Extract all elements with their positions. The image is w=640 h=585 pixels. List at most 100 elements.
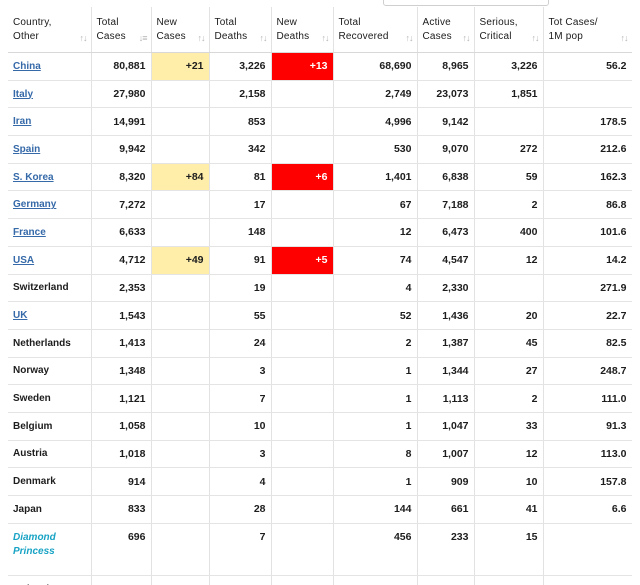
country-link[interactable]: Italy: [13, 88, 34, 100]
cases-per-million-cell: 56.2: [543, 52, 632, 81]
total-recovered-cell: 1: [333, 384, 418, 413]
table-row: Malaysia 566 42524917.5: [8, 575, 632, 585]
top-strip: [0, 0, 640, 6]
search-input[interactable]: [383, 0, 549, 6]
table-row: S. Korea 8,320 +84 81 +6 1,401 6,838 59 162.3: [8, 163, 632, 192]
cases-per-million-cell: 17.5: [543, 575, 632, 585]
sort-both-icon[interactable]: ↑↓: [259, 33, 268, 43]
new-deaths-cell: [271, 301, 334, 330]
total-deaths-cell: 81: [209, 163, 272, 192]
column-header-label: Total Deaths: [214, 16, 248, 42]
sort-descending-icon[interactable]: ↓≡: [138, 33, 148, 43]
column-header-label: New Cases: [156, 16, 186, 42]
new-cases-cell: +49: [151, 246, 210, 275]
total-deaths-column-header[interactable]: Total Deaths ↑↓: [209, 7, 272, 53]
country-cell: Switzerland: [8, 274, 92, 303]
total-cases-cell: 1,348: [91, 357, 152, 386]
total-deaths-cell: 7: [209, 384, 272, 413]
total-deaths-cell: 7: [209, 523, 272, 576]
total-deaths-cell: [209, 575, 272, 585]
column-header-label: Total Recovered: [338, 16, 389, 42]
total-deaths-cell: 10: [209, 412, 272, 441]
active-cases-cell: 909: [417, 467, 475, 496]
serious-critical-cell: 15: [474, 523, 544, 576]
country-link[interactable]: Spain: [13, 143, 41, 155]
country-link[interactable]: S. Korea: [13, 171, 54, 183]
sort-both-icon[interactable]: ↑↓: [79, 33, 88, 43]
country-cell: Iran: [8, 107, 92, 137]
country-link[interactable]: UK: [13, 310, 28, 322]
total-recovered-cell: 144: [333, 495, 418, 524]
cases-per-million-cell: 101.6: [543, 218, 632, 247]
country-name: Switzerland: [13, 282, 69, 294]
cases-per-million-cell: 111.0: [543, 384, 632, 413]
country-name: Sweden: [13, 393, 51, 405]
country-name: Norway: [13, 365, 50, 377]
country-cell: France: [8, 218, 92, 247]
country-link[interactable]: USA: [13, 254, 35, 266]
new-cases-cell: [151, 218, 210, 247]
new-cases-cell: [151, 357, 210, 386]
total-cases-cell: 6,633: [91, 218, 152, 247]
column-header-label: Tot Cases/ 1M pop: [548, 16, 598, 42]
country-link[interactable]: France: [13, 226, 46, 238]
serious-critical-column-header[interactable]: Serious, Critical ↑↓: [474, 7, 544, 53]
sort-both-icon[interactable]: ↑↓: [405, 33, 414, 43]
serious-critical-cell: 27: [474, 357, 544, 386]
cases-per-million-cell: 248.7: [543, 357, 632, 386]
total-recovered-cell: 1: [333, 467, 418, 496]
total-recovered-cell: 1: [333, 357, 418, 386]
total-deaths-cell: 19: [209, 274, 272, 303]
country-link[interactable]: Diamond Princess: [13, 531, 56, 557]
total-deaths-cell: 91: [209, 246, 272, 275]
cases-per-million-cell: [543, 523, 632, 576]
cases-per-million-column-header[interactable]: Tot Cases/ 1M pop ↑↓: [543, 7, 632, 53]
country-column-header[interactable]: Country, Other ↑↓: [8, 7, 92, 53]
total-recovered-column-header[interactable]: Total Recovered ↑↓: [333, 7, 418, 53]
country-link[interactable]: Germany: [13, 199, 57, 211]
serious-critical-cell: 400: [474, 218, 544, 247]
new-cases-column-header[interactable]: New Cases ↑↓: [151, 7, 210, 53]
new-cases-cell: [151, 329, 210, 358]
sort-both-icon[interactable]: ↑↓: [197, 33, 206, 43]
total-cases-cell: 1,543: [91, 301, 152, 330]
table-row: China 80,881 +21 3,226 +13 68,690 8,965 3,226 56…: [8, 52, 632, 81]
new-deaths-cell: +6: [271, 163, 334, 192]
cases-per-million-cell: 157.8: [543, 467, 632, 496]
total-deaths-cell: 3,226: [209, 52, 272, 81]
active-cases-column-header[interactable]: Active Cases ↑↓: [417, 7, 475, 53]
total-cases-column-header[interactable]: Total Cases ↓≡: [91, 7, 152, 53]
active-cases-cell: 1,344: [417, 357, 475, 386]
sort-both-icon[interactable]: ↑↓: [321, 33, 330, 43]
serious-critical-cell: 20: [474, 301, 544, 330]
total-cases-cell: 1,018: [91, 440, 152, 469]
column-header-label: New Deaths: [276, 16, 310, 42]
total-recovered-cell: 456: [333, 523, 418, 576]
country-name: Malaysia: [13, 584, 55, 585]
sort-both-icon[interactable]: ↑↓: [531, 33, 540, 43]
cases-per-million-cell: 86.8: [543, 190, 632, 220]
total-recovered-cell: 1,401: [333, 163, 418, 192]
sort-both-icon[interactable]: ↑↓: [620, 33, 629, 43]
total-cases-cell: 4,712: [91, 246, 152, 275]
column-header-label: Country, Other: [13, 16, 52, 42]
total-recovered-cell: 530: [333, 135, 418, 164]
active-cases-cell: 1,436: [417, 301, 475, 330]
country-cell: Diamond Princess: [8, 523, 92, 576]
country-link[interactable]: China: [13, 60, 41, 72]
country-cell: Netherlands: [8, 329, 92, 358]
country-cell: Japan: [8, 495, 92, 524]
total-recovered-cell: 8: [333, 440, 418, 469]
active-cases-cell: 524: [417, 575, 475, 585]
table-row: Austria 1,018 3 8 1,007 12 113.0: [8, 440, 632, 469]
country-cell: Denmark: [8, 467, 92, 496]
country-cell: S. Korea: [8, 163, 92, 192]
country-cell: China: [8, 52, 92, 81]
new-deaths-cell: [271, 274, 334, 303]
country-link[interactable]: Iran: [13, 116, 32, 128]
new-cases-cell: [151, 575, 210, 585]
sort-both-icon[interactable]: ↑↓: [462, 33, 471, 43]
serious-critical-cell: 45: [474, 329, 544, 358]
table-row: Italy 27,980 2,158 2,749 23,073 1,851: [8, 80, 632, 109]
new-deaths-column-header[interactable]: New Deaths ↑↓: [271, 7, 334, 53]
